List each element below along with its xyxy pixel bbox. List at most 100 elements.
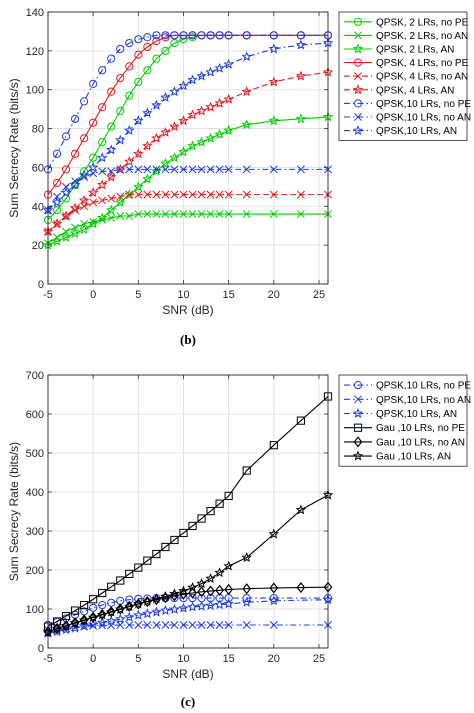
data-point [69,617,81,628]
data-point [133,115,144,126]
legend-entry: QPSK,10 LRs, AN [376,409,457,420]
legend-marker [352,450,364,461]
data-point [188,210,197,219]
series-2 [42,594,334,638]
data-point [125,569,134,578]
data-point [179,210,188,219]
data-point [125,190,134,199]
data-point [161,210,170,219]
series-line [47,42,329,211]
data-point [206,507,215,516]
data-point [51,196,63,207]
data-point [134,563,143,572]
data-point [96,617,108,628]
data-point [134,35,143,44]
data-point [295,39,307,50]
data-point [187,582,198,593]
data-point [179,190,188,199]
data-point [87,619,99,630]
legend-entry: QPSK,10 LRs, no PE [376,381,471,392]
series-8 [42,37,334,215]
data-point [61,132,71,141]
series-line [47,597,328,626]
data-point [188,521,197,531]
data-point [134,594,143,603]
legend-entry: Gau ,10 LRs, no PE [376,423,465,434]
data-point [242,593,251,603]
legend-marker [352,407,364,418]
data-point [116,44,125,54]
y-tick-label: 40 [32,201,44,213]
data-point [268,76,280,87]
data-point [124,125,135,135]
y-tick-label: 120 [26,46,44,58]
data-point [133,609,144,620]
y-tick-label: 0 [38,643,44,655]
data-point [197,514,206,523]
data-point [197,31,206,40]
data-point [215,499,224,508]
legend-marker [353,99,363,108]
data-point [52,178,62,188]
data-point [78,169,90,180]
data-point [105,144,117,155]
data-point [107,194,116,203]
data-point [152,210,161,219]
data-point [268,528,280,539]
data-point [187,109,198,120]
data-point [215,190,224,199]
data-point [215,621,224,629]
data-point [142,140,153,151]
data-point [80,134,89,143]
data-point [133,181,144,192]
data-point [125,91,134,100]
legend-marker [352,125,364,136]
y-tick-label: 600 [26,409,44,421]
data-point [160,605,171,616]
y-tick-label: 400 [26,487,44,499]
y-tick-label: 20 [32,240,44,252]
y-tick-label: 200 [26,565,44,577]
data-point [215,165,224,174]
data-point [143,190,152,199]
data-point [105,615,117,626]
x-tick-label: -5 [43,653,53,665]
data-point [143,165,152,174]
data-point [188,621,197,629]
data-point [61,165,71,174]
legend-marker [353,436,363,448]
data-point [197,586,206,598]
y-tick-label: 0 [38,279,44,291]
series-line [47,34,328,170]
data-point [151,606,162,617]
data-point [142,173,153,184]
data-point [134,165,143,174]
data-point [214,128,225,139]
data-point [170,38,179,48]
y-axis-label: Sum Secrecy Rate (bits/s) [7,78,21,217]
series-6 [43,31,333,174]
data-point [169,86,180,97]
data-point [152,37,161,46]
data-point [78,614,90,625]
data-point [87,187,99,198]
data-point [60,231,72,242]
series-3 [43,392,333,631]
data-point [61,611,71,621]
data-point [179,165,188,174]
data-point [223,93,234,104]
x-tick-label: -5 [43,289,53,301]
data-point [51,622,63,633]
data-point [70,606,80,615]
legend-marker [354,31,362,40]
data-point [96,212,108,223]
legend: QPSK,10 LRs, no PE QPSK,10 LRs, no AN QPSK… [338,374,471,467]
legend-marker [352,84,364,95]
x-tick-label: 25 [313,289,325,301]
data-point [215,584,224,596]
data-point [269,582,279,594]
axes-box [47,374,329,649]
x-tick-label: 10 [177,289,189,301]
data-point [96,152,108,163]
y-tick-label: 100 [26,85,44,97]
